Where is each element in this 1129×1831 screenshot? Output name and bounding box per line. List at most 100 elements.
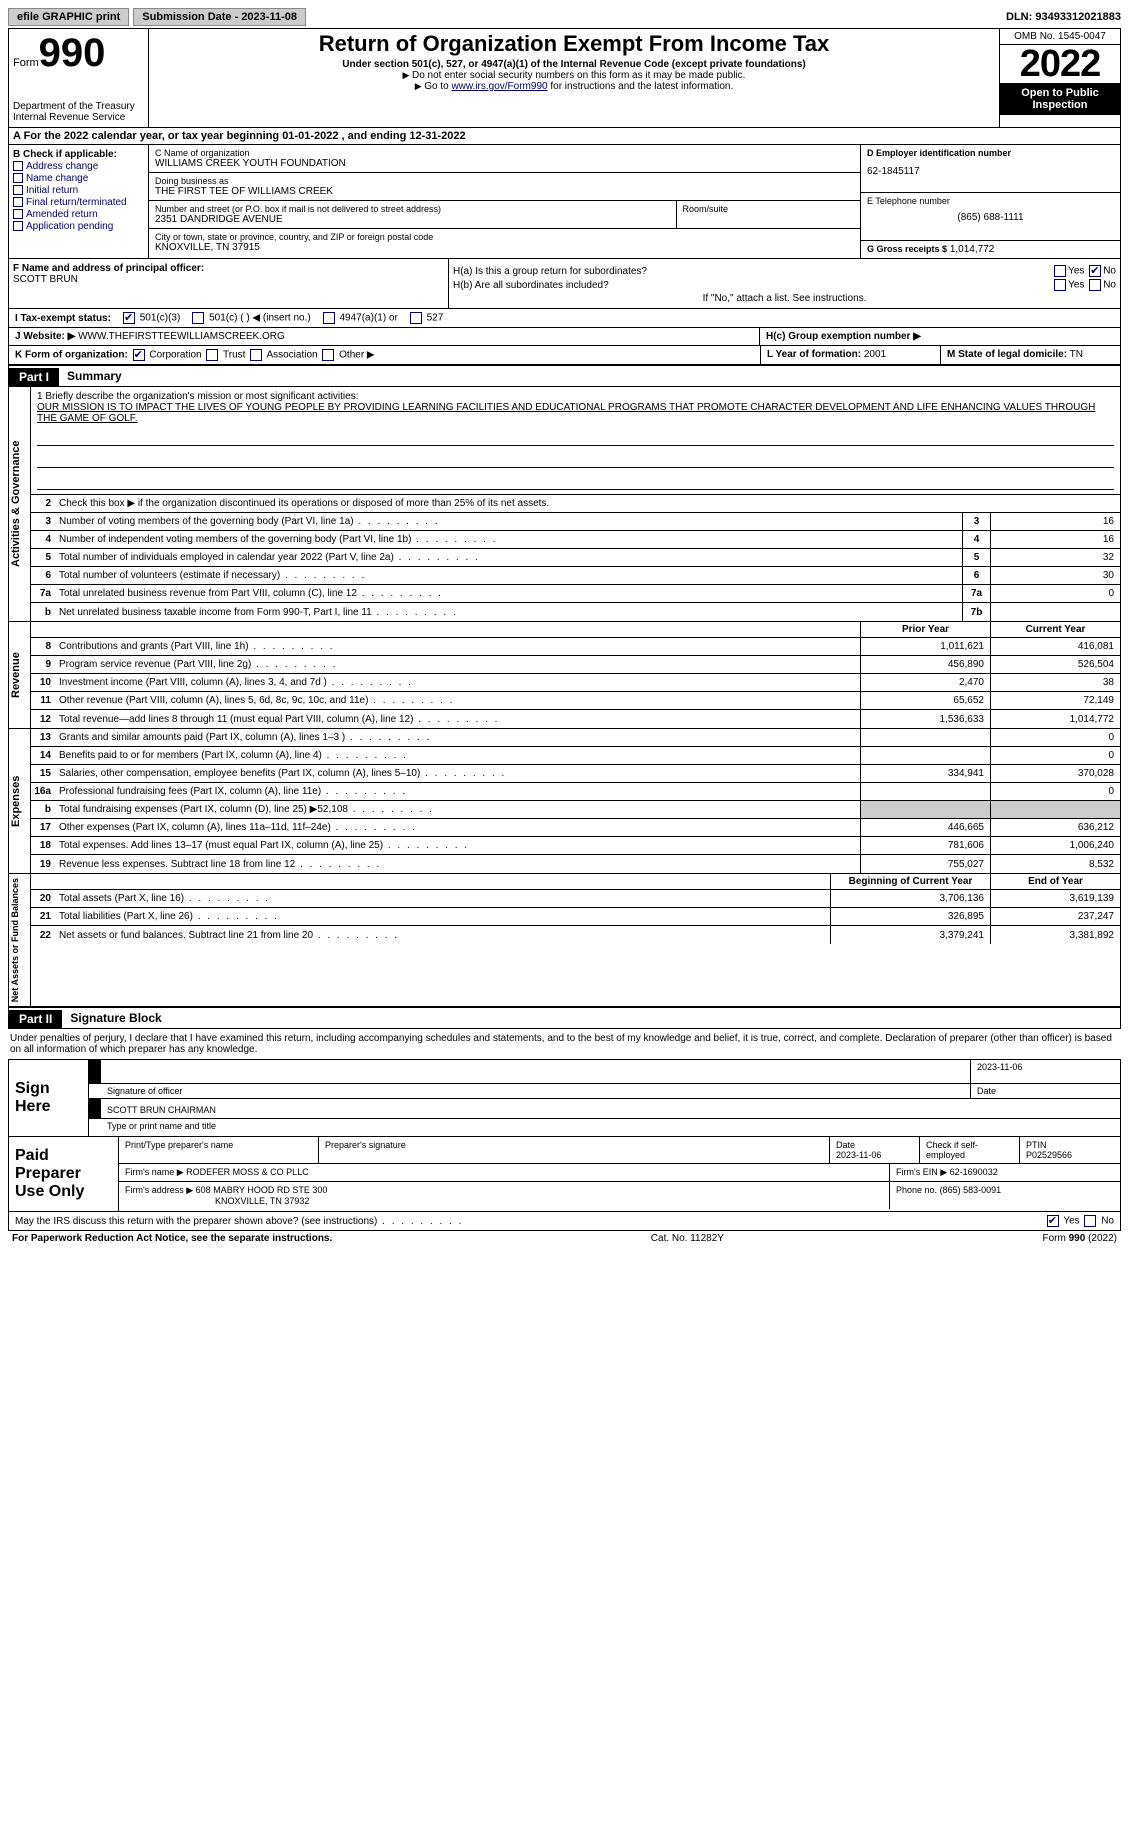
line-value: 0 bbox=[990, 585, 1120, 602]
line-text: Program service revenue (Part VIII, line… bbox=[55, 657, 860, 672]
line-text: Net unrelated business taxable income fr… bbox=[55, 605, 962, 620]
501c-check[interactable] bbox=[192, 312, 204, 324]
line-num: 17 bbox=[31, 822, 55, 833]
application-pending-check[interactable]: Application pending bbox=[13, 221, 144, 232]
sig-date: 2023-11-06 bbox=[970, 1060, 1120, 1083]
discuss-no-check[interactable] bbox=[1084, 1215, 1096, 1227]
line-num: 11 bbox=[31, 695, 55, 706]
ha-no-check[interactable] bbox=[1089, 265, 1101, 277]
line-num: b bbox=[31, 804, 55, 815]
submission-button[interactable]: Submission Date - 2023-11-08 bbox=[133, 8, 306, 26]
part2-title: Signature Block bbox=[70, 1011, 161, 1025]
dln-text: DLN: 93493312021883 bbox=[1006, 11, 1121, 23]
mission-label: 1 Briefly describe the organization's mi… bbox=[37, 391, 1114, 402]
gross-label: G Gross receipts $ bbox=[867, 244, 947, 254]
line-amt-curr: 0 bbox=[990, 747, 1120, 764]
governance-tab: Activities & Governance bbox=[9, 387, 31, 621]
line-amt-curr: 526,504 bbox=[990, 656, 1120, 673]
firm-addr1: 608 MABRY HOOD RD STE 300 bbox=[196, 1185, 328, 1195]
line-amt-curr: 38 bbox=[990, 674, 1120, 691]
prep-self-employed: Check if self-employed bbox=[920, 1137, 1020, 1163]
ha-yes-check[interactable] bbox=[1054, 265, 1066, 277]
paperwork-notice: For Paperwork Reduction Act Notice, see … bbox=[12, 1233, 332, 1244]
paid-preparer-label: Paid Preparer Use Only bbox=[9, 1137, 119, 1211]
public-inspection: Open to Public Inspection bbox=[1000, 83, 1120, 115]
final-return-check[interactable]: Final return/terminated bbox=[13, 197, 144, 208]
line-text: Other revenue (Part VIII, column (A), li… bbox=[55, 693, 860, 708]
line-num: b bbox=[31, 607, 55, 618]
tel-label: E Telephone number bbox=[867, 196, 1114, 206]
street-value: 2351 DANDRIDGE AVENUE bbox=[155, 214, 670, 225]
line-amt: 3,379,241 bbox=[830, 926, 990, 944]
line-value: 16 bbox=[990, 531, 1120, 548]
prep-date: 2023-11-06 bbox=[836, 1150, 881, 1160]
prep-date-label: Date bbox=[836, 1140, 855, 1150]
line-2-num: 2 bbox=[31, 498, 55, 509]
assoc-check[interactable] bbox=[250, 349, 262, 361]
room-label: Room/suite bbox=[683, 204, 855, 214]
domicile-value: TN bbox=[1070, 349, 1083, 360]
form-subtitle: Under section 501(c), 527, or 4947(a)(1)… bbox=[153, 59, 995, 70]
501c3-check[interactable] bbox=[123, 312, 135, 324]
line-amt-curr: 1,006,240 bbox=[990, 837, 1120, 854]
hb-no-check[interactable] bbox=[1089, 279, 1101, 291]
irs-link[interactable]: www.irs.gov/Form990 bbox=[451, 81, 547, 92]
hb-yes-check[interactable] bbox=[1054, 279, 1066, 291]
sig-date-label: Date bbox=[970, 1084, 1120, 1098]
form-number: 990 bbox=[39, 31, 106, 75]
form-title: Return of Organization Exempt From Incom… bbox=[153, 31, 995, 57]
firm-addr2: KNOXVILLE, TN 37932 bbox=[215, 1196, 309, 1206]
trust-check[interactable] bbox=[206, 349, 218, 361]
address-change-check[interactable]: Address change bbox=[13, 161, 144, 172]
line-amt-curr: 237,247 bbox=[990, 908, 1120, 925]
line-text: Total revenue—add lines 8 through 11 (mu… bbox=[55, 712, 860, 727]
line-text: Number of independent voting members of … bbox=[55, 532, 962, 547]
line-num: 7a bbox=[31, 588, 55, 599]
hb-label: H(b) Are all subordinates included? bbox=[453, 280, 609, 291]
end-year-header: End of Year bbox=[990, 874, 1120, 889]
org-name-label: C Name of organization bbox=[155, 148, 854, 158]
box-b: B Check if applicable: Address change Na… bbox=[9, 145, 149, 258]
line-amt: 1,011,621 bbox=[860, 638, 990, 655]
box-b-header: B Check if applicable: bbox=[13, 149, 144, 160]
4947-check[interactable] bbox=[323, 312, 335, 324]
line-2-text: Check this box ▶ if the organization dis… bbox=[55, 496, 1120, 511]
part2-header: Part II bbox=[9, 1010, 62, 1028]
form-word: Form bbox=[13, 57, 39, 69]
officer-name: SCOTT BRUN bbox=[13, 274, 444, 285]
prep-sig-label: Preparer's signature bbox=[319, 1137, 830, 1163]
dba-label: Doing business as bbox=[155, 176, 854, 186]
hc-label: H(c) Group exemption number ▶ bbox=[766, 331, 921, 342]
ha-label: H(a) Is this a group return for subordin… bbox=[453, 266, 647, 277]
line-num: 6 bbox=[31, 570, 55, 581]
expenses-tab: Expenses bbox=[9, 729, 31, 873]
line-amt-curr: 1,014,772 bbox=[990, 710, 1120, 728]
corp-check[interactable] bbox=[133, 349, 145, 361]
line-text: Net assets or fund balances. Subtract li… bbox=[55, 928, 830, 943]
line-num: 4 bbox=[31, 534, 55, 545]
line-text: Total unrelated business revenue from Pa… bbox=[55, 586, 962, 601]
line-text: Investment income (Part VIII, column (A)… bbox=[55, 675, 860, 690]
city-value: KNOXVILLE, TN 37915 bbox=[155, 242, 854, 253]
amended-return-check[interactable]: Amended return bbox=[13, 209, 144, 220]
line-amt-curr bbox=[990, 801, 1120, 818]
city-label: City or town, state or province, country… bbox=[155, 232, 854, 242]
efile-button[interactable]: efile GRAPHIC print bbox=[8, 8, 129, 26]
other-check[interactable] bbox=[322, 349, 334, 361]
dba-value: THE FIRST TEE OF WILLIAMS CREEK bbox=[155, 186, 854, 197]
line-amt bbox=[860, 783, 990, 800]
line-amt bbox=[860, 747, 990, 764]
line-amt-curr: 3,381,892 bbox=[990, 926, 1120, 944]
name-change-check[interactable]: Name change bbox=[13, 173, 144, 184]
line-num: 22 bbox=[31, 930, 55, 941]
initial-return-check[interactable]: Initial return bbox=[13, 185, 144, 196]
sig-name: SCOTT BRUN CHAIRMAN bbox=[101, 1099, 1120, 1118]
signature-intro: Under penalties of perjury, I declare th… bbox=[8, 1029, 1121, 1059]
discuss-yes-check[interactable] bbox=[1047, 1215, 1059, 1227]
line-num: 15 bbox=[31, 768, 55, 779]
line-amt bbox=[860, 801, 990, 818]
ein-value: 62-1845117 bbox=[867, 166, 1114, 177]
line-text: Other expenses (Part IX, column (A), lin… bbox=[55, 820, 860, 835]
527-check[interactable] bbox=[410, 312, 422, 324]
line-num: 19 bbox=[31, 859, 55, 870]
